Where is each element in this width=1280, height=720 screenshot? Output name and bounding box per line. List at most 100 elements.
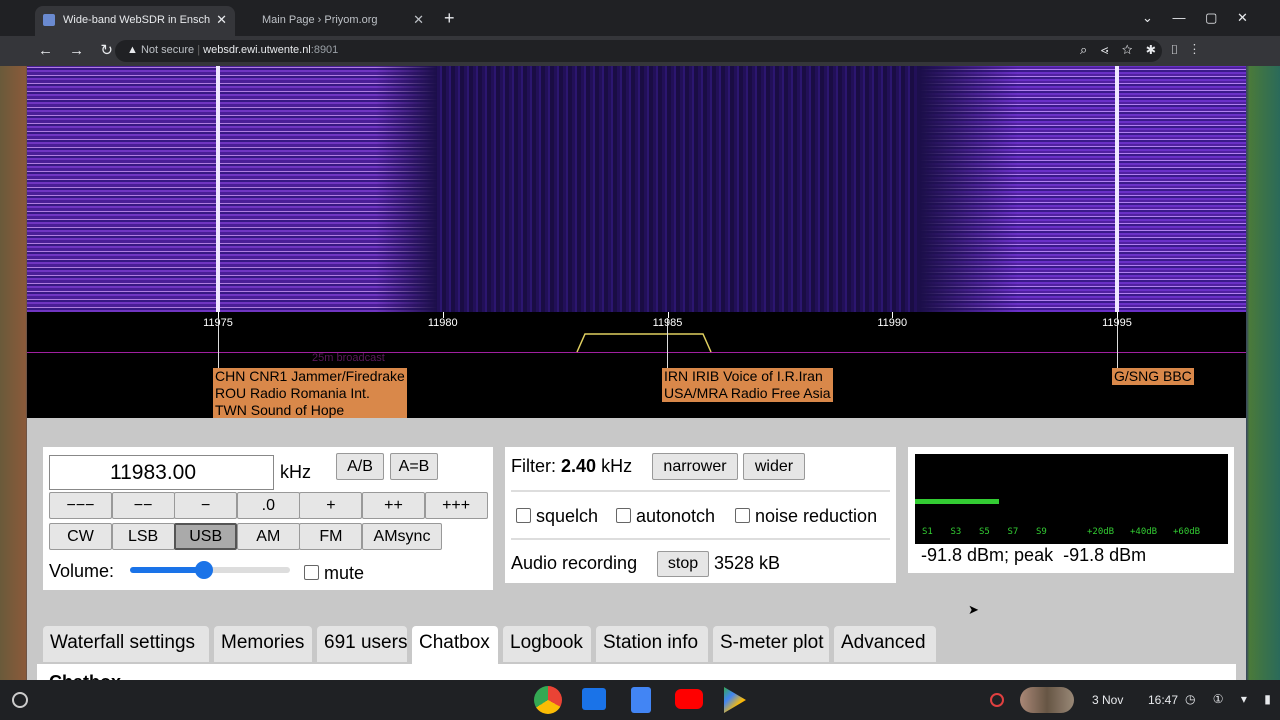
browser-tab[interactable]: Wide-band WebSDR in Ensch ✕	[35, 6, 235, 36]
tab-close[interactable]: ✕	[216, 12, 227, 27]
smeter-reading: -91.8 dBm; peak -91.8 dBm	[921, 545, 1147, 565]
section-title: Chatbox	[49, 672, 121, 680]
smeter-label: +20dB	[1087, 527, 1115, 537]
station-label[interactable]: G/SNG BBC	[1112, 368, 1194, 385]
step-button[interactable]: −	[174, 492, 238, 519]
page-tab[interactable]: 691 users	[317, 626, 407, 662]
tab-close[interactable]: ✕	[413, 12, 424, 27]
step-button[interactable]: +	[299, 492, 363, 519]
nav-buttons[interactable]: ← → ↻	[38, 42, 113, 59]
mute-checkbox[interactable]: mute	[304, 563, 364, 584]
option-checkbox[interactable]: autonotch	[616, 506, 715, 527]
option-label: noise reduction	[755, 506, 878, 526]
mode-button[interactable]: AM	[236, 523, 300, 550]
smeter-display: S1 S3 S5 S7 S9 +20dB +40dB +60dB	[915, 454, 1228, 544]
filter-info: Filter: 2.40 kHz	[511, 456, 632, 477]
tick	[218, 312, 219, 318]
smeter-label: S5	[979, 527, 990, 537]
passband	[576, 333, 712, 353]
carrier	[1115, 66, 1119, 312]
page-tab[interactable]: S-meter plot	[713, 626, 829, 662]
date: 3 Nov	[1092, 693, 1124, 707]
scale-label: 11990	[877, 317, 908, 329]
status-icons[interactable]: ◷ ① ▾ ▮	[1185, 692, 1271, 706]
stop-button[interactable]: stop	[657, 551, 709, 577]
app-icon[interactable]	[675, 689, 703, 709]
smeter-panel: S1 S3 S5 S7 S9 +20dB +40dB +60dB -91.8 dBm; pea…	[908, 447, 1234, 573]
button[interactable]: A/B	[336, 453, 384, 480]
station-name: CHN CNR1 Jammer/Firedrake	[215, 368, 405, 384]
volume-slider[interactable]	[130, 561, 290, 579]
app-icon[interactable]	[534, 686, 562, 714]
favicon	[43, 14, 55, 26]
window-controls[interactable]: ⌄ — ▢ ✕	[1142, 10, 1248, 25]
mode-button[interactable]: CW	[49, 523, 112, 550]
page-tab[interactable]: Chatbox	[412, 626, 498, 664]
option-checkbox[interactable]: noise reduction	[735, 506, 877, 527]
filter-button[interactable]: wider	[743, 453, 805, 480]
step-button[interactable]: ++	[362, 492, 425, 519]
step-button[interactable]: −−−	[49, 492, 112, 519]
url-host: websdr.ewi.utwente.nl	[203, 44, 311, 56]
step-button[interactable]: −−	[111, 492, 175, 519]
station-name: TWN Sound of Hope	[215, 402, 345, 418]
page-tab[interactable]: Waterfall settings	[43, 626, 209, 662]
page-tab[interactable]: Memories	[214, 626, 312, 662]
mode-button[interactable]: AMsync	[362, 523, 442, 550]
tab-title: Main Page › Priyom.org	[262, 14, 378, 26]
taskbar: 3 Nov 16:47 ◷ ① ▾ ▮	[0, 680, 1280, 720]
station-name: IRN IRIB Voice of I.R.Iran	[664, 368, 823, 384]
band-line	[27, 352, 1246, 353]
recording-label: Audio recording	[511, 553, 638, 573]
station-name: ROU Radio Romania Int.	[215, 385, 370, 401]
filter-width: 2.40	[561, 456, 597, 476]
station-label[interactable]: IRN IRIB Voice of I.R.Iran USA/MRA Radio …	[662, 368, 833, 402]
smeter-bar	[915, 499, 999, 504]
filter-unit: kHz	[601, 456, 633, 476]
frequency-unit: kHz	[280, 462, 311, 482]
tick	[892, 312, 894, 318]
avatars[interactable]	[1020, 687, 1074, 713]
page-tab[interactable]: Advanced	[834, 626, 936, 662]
record-indicator	[990, 693, 1004, 707]
tick	[667, 312, 669, 318]
station-label[interactable]: CHN CNR1 Jammer/Firedrake ROU Radio Roman…	[213, 368, 407, 419]
page-tab[interactable]: Logbook	[503, 626, 591, 662]
smeter-label: S9	[1036, 527, 1047, 537]
new-tab[interactable]: +	[444, 8, 455, 28]
filter-panel: Filter: 2.40 kHz narrower wider squelch au…	[505, 447, 896, 583]
app-icon[interactable]	[724, 687, 746, 713]
signal-band	[920, 66, 1246, 312]
app-icon[interactable]	[582, 688, 606, 710]
filter-button[interactable]: narrower	[652, 453, 738, 480]
launcher[interactable]	[12, 692, 28, 708]
smeter-label: S7	[1007, 527, 1019, 537]
omnibox[interactable]: ▲ Not secure | websdr.ewi.utwente.nl:890…	[115, 40, 1162, 62]
step-button[interactable]: +++	[424, 492, 488, 519]
smeter-label: S3	[950, 527, 962, 537]
app-icon[interactable]	[631, 687, 651, 713]
button[interactable]: A=B	[390, 453, 438, 480]
toolbar-icons[interactable]: ⌕ ⋖ ☆ ✱ ▯ ⋮	[1080, 42, 1197, 57]
url-port: :8901	[310, 44, 339, 56]
section: Chatbox	[37, 664, 1236, 680]
mouse-cursor: ➤	[968, 602, 979, 617]
mode-button[interactable]: LSB	[111, 523, 175, 550]
option-checkbox[interactable]: squelch	[516, 506, 598, 527]
mute-label: mute	[324, 563, 365, 583]
step-button[interactable]: .0	[236, 492, 300, 519]
station-name: USA/MRA Radio Free Asia	[664, 385, 831, 401]
scale-label: 11980	[427, 317, 458, 329]
page-tab[interactable]: Station info	[596, 626, 708, 662]
tuning-panel: 11983.00 kHz A/B A=B −−− −− − .0 + ++ +++ CW LSB US…	[43, 447, 493, 590]
frequency-input[interactable]: 11983.00	[49, 455, 274, 490]
separator	[511, 538, 890, 540]
station-marker	[218, 318, 219, 368]
browser-tab[interactable]: Main Page › Priyom.org ✕	[240, 6, 430, 36]
signal-band	[27, 66, 437, 312]
mode-button[interactable]: FM	[299, 523, 363, 550]
frequency-scale: 25m broadcast 1197511980119851199011995C…	[27, 312, 1246, 419]
mode-button[interactable]: USB	[174, 523, 238, 550]
